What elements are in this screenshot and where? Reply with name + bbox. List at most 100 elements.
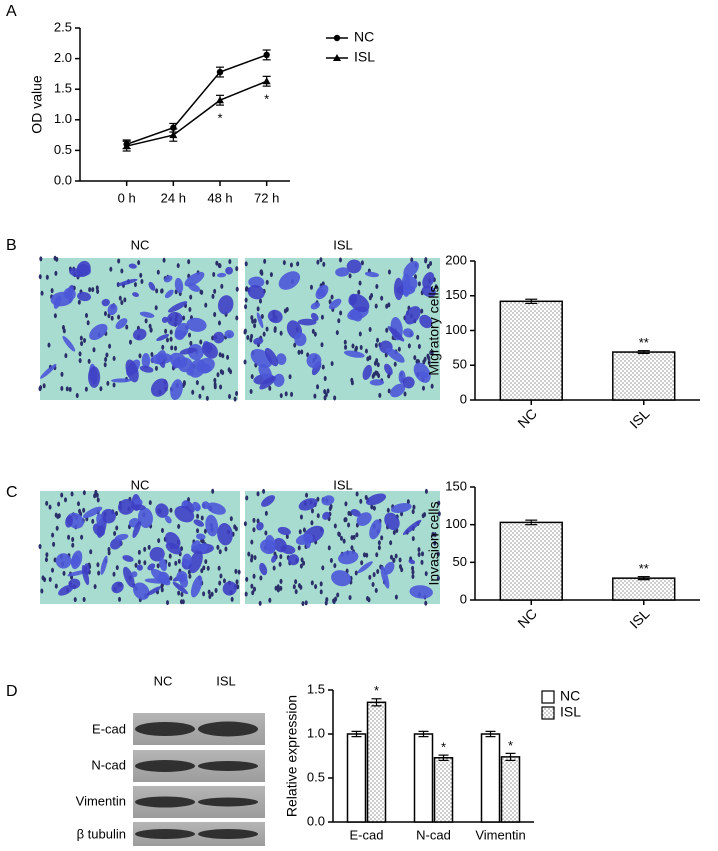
cell-blob: [65, 515, 73, 528]
cell-dot: [150, 351, 154, 357]
cell-dot: [279, 330, 283, 336]
cell-blob: [167, 301, 188, 313]
annotation: *: [217, 111, 222, 126]
cell-dot: [265, 279, 269, 285]
cell-dot: [138, 353, 142, 359]
cell-blob: [322, 511, 330, 520]
cell-blob: [101, 298, 110, 307]
cell-dot: [260, 314, 264, 320]
cell-dot: [376, 569, 380, 575]
cell-dot: [424, 258, 428, 264]
cell-dot: [366, 356, 370, 362]
cell-dot: [397, 346, 401, 352]
cell-dot: [437, 500, 441, 506]
cell-dot: [316, 259, 320, 265]
cell-blob: [107, 303, 118, 316]
cell-blob: [155, 350, 166, 364]
cell-blob: [294, 332, 307, 347]
cell-dot: [413, 355, 417, 361]
cell-dot: [93, 584, 97, 590]
cell-blob: [408, 559, 416, 565]
cell-dot: [330, 294, 334, 300]
cell-dot: [144, 318, 148, 324]
cell-dot: [181, 599, 185, 605]
cell-dot: [284, 391, 288, 397]
cell-blob: [122, 555, 134, 562]
cell-blob: [217, 523, 233, 546]
cell-dot: [433, 532, 437, 538]
cell-blob: [111, 378, 132, 383]
cell-dot: [297, 545, 301, 551]
cell-dot: [208, 594, 212, 600]
cell-dot: [430, 383, 434, 389]
cell-blob: [364, 271, 380, 278]
y-tick-label: 150: [445, 287, 467, 302]
cell-dot: [333, 563, 337, 569]
bar: [500, 756, 521, 823]
cell-dot: [279, 393, 283, 399]
cell-dot: [113, 530, 117, 536]
cell-dot: [235, 315, 239, 321]
cell-dot: [177, 590, 181, 596]
cell-dot: [329, 558, 333, 564]
blot-row: Vimentin: [76, 793, 126, 808]
x-tick-label: 24 h: [161, 190, 186, 205]
cell-blob: [350, 509, 361, 517]
cell-dot: [304, 600, 308, 606]
annotation: *: [374, 683, 379, 698]
cell-dot: [437, 511, 441, 517]
point: [263, 51, 270, 59]
cell-dot: [264, 510, 268, 516]
cell-dot: [212, 271, 216, 277]
cell-dot: [47, 342, 51, 348]
cell-dot: [120, 268, 124, 274]
cell-blob: [253, 337, 264, 345]
y-tick-label: 100: [445, 322, 467, 337]
y-tick-label: 0.5: [307, 769, 325, 784]
cell-dot: [205, 395, 209, 401]
cell-dot: [263, 258, 267, 264]
x-tick-label: 48 h: [207, 190, 232, 205]
cell-dot: [250, 539, 254, 545]
cell-dot: [202, 565, 206, 571]
cell-dot: [429, 260, 433, 266]
cell-blob: [186, 317, 207, 332]
bar: [612, 351, 676, 401]
cell-dot: [139, 272, 143, 278]
cell-dot: [364, 348, 368, 354]
cell-dot: [417, 281, 421, 287]
cell-dot: [403, 391, 407, 397]
cell-dot: [377, 373, 381, 379]
cell-dot: [406, 499, 410, 505]
cell-blob: [123, 566, 135, 588]
cell-dot: [137, 260, 141, 266]
cell-dot: [93, 493, 97, 499]
cell-blob: [321, 495, 335, 506]
cell-blob: [310, 312, 319, 321]
bar: [346, 733, 367, 823]
cell-dot: [64, 353, 68, 359]
cell-dot: [219, 369, 223, 375]
y-axis-label: Invasion cells: [426, 501, 442, 585]
cell-dot: [375, 284, 379, 290]
cell-dot: [110, 315, 114, 321]
cell-dot: [426, 263, 430, 269]
cell-dot: [352, 534, 356, 540]
cell-dot: [416, 334, 420, 340]
cell-dot: [272, 565, 276, 571]
y-tick-label: 200: [445, 252, 467, 267]
cell-blob: [195, 533, 206, 540]
cell-dot: [393, 361, 397, 367]
cell-blob: [131, 504, 146, 511]
cell-dot: [160, 288, 164, 294]
cell-blob: [63, 287, 76, 301]
cell-blob: [165, 542, 182, 555]
cell-blob: [193, 519, 205, 527]
cell-blob: [164, 289, 174, 299]
cell-dot: [79, 335, 83, 341]
cell-dot: [75, 393, 79, 399]
cell-blob: [174, 277, 184, 294]
cell-dot: [204, 559, 208, 565]
cell-dot: [276, 584, 280, 590]
cell-blob: [409, 585, 433, 599]
